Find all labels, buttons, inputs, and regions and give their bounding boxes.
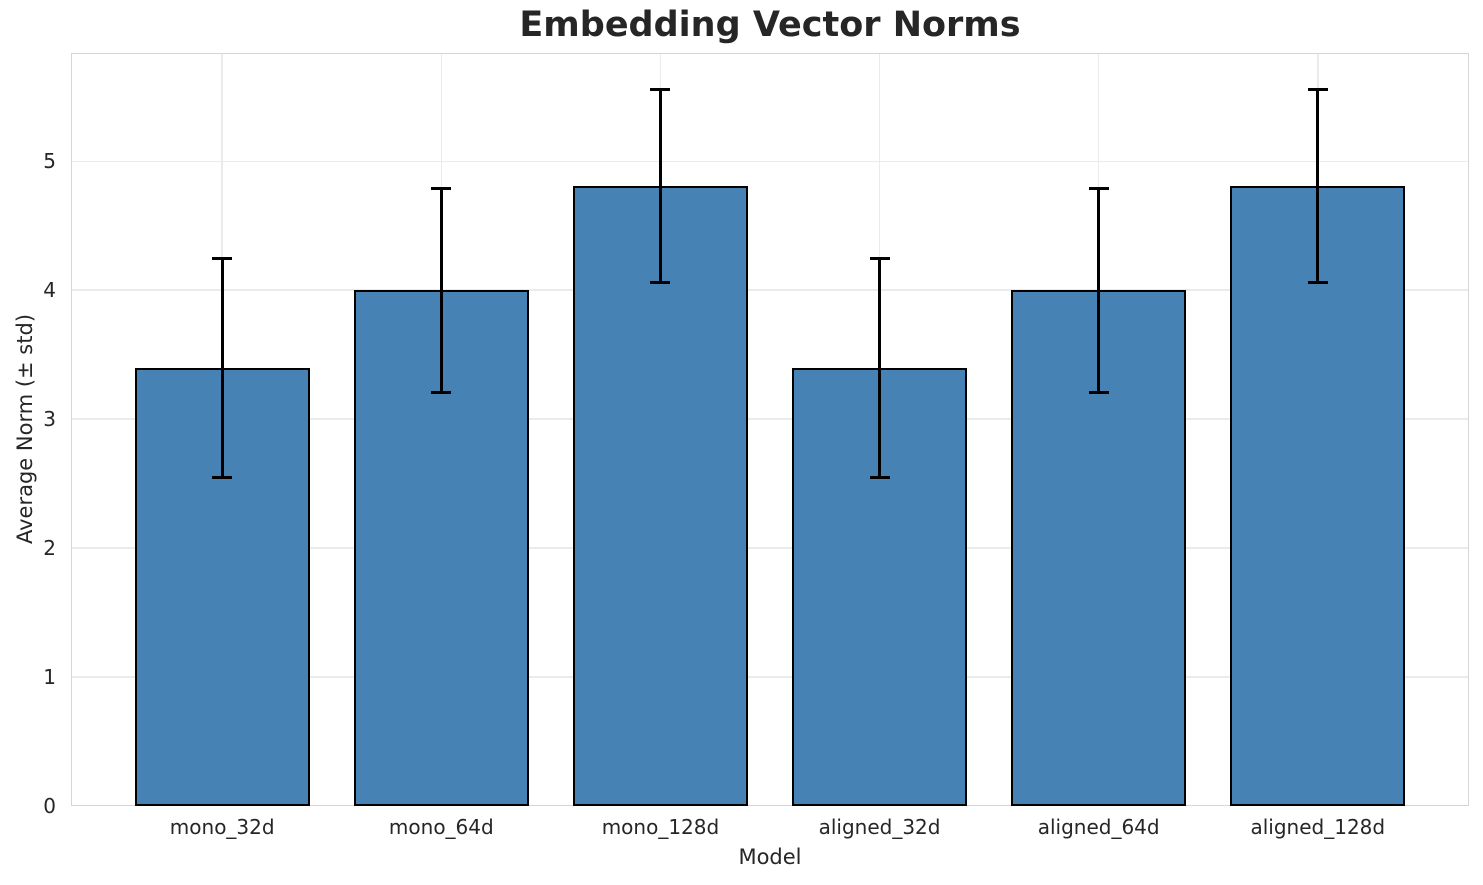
error-cap-top-mono_64d: [431, 186, 452, 190]
error-cap-bottom-mono_64d: [431, 390, 452, 394]
y-tick-label-3: 3: [43, 407, 56, 432]
error-cap-top-aligned_32d: [869, 256, 890, 260]
y-tick-label-1: 1: [43, 665, 56, 690]
error-cap-bottom-aligned_128d: [1307, 281, 1328, 284]
gridline-y-1: [71, 676, 1469, 678]
gridline-y-4: [71, 289, 1469, 291]
error-bar-aligned_64d: [1097, 188, 1101, 393]
bar-aligned_128d: [1230, 185, 1406, 806]
gridline-y-2: [71, 547, 1469, 549]
y-tick-label-4: 4: [43, 278, 56, 303]
error-cap-top-mono_128d: [650, 87, 671, 91]
error-cap-bottom-aligned_32d: [869, 475, 890, 479]
x-tick-label-mono_32d: mono_32d: [169, 815, 275, 839]
error-bar-aligned_128d: [1316, 89, 1320, 283]
x-tick-label-aligned_64d: aligned_64d: [1037, 815, 1160, 839]
error-bar-mono_64d: [439, 188, 443, 393]
error-cap-top-aligned_128d: [1307, 87, 1328, 91]
error-bar-aligned_32d: [878, 258, 882, 478]
gridline-y-5: [71, 160, 1469, 163]
plot-area: [71, 53, 1469, 806]
error-bar-mono_32d: [220, 258, 224, 478]
y-tick-label-0: 0: [43, 794, 56, 818]
gridline-y-3: [71, 418, 1469, 420]
y-tick-label-5: 5: [43, 149, 56, 174]
error-cap-bottom-mono_128d: [650, 281, 671, 284]
y-tick-label-2: 2: [43, 536, 56, 561]
error-cap-bottom-mono_32d: [212, 475, 233, 479]
x-tick-label-aligned_32d: aligned_32d: [818, 815, 941, 839]
chart-title: Embedding Vector Norms: [519, 5, 1021, 45]
bar-mono_128d: [572, 185, 749, 806]
error-cap-top-aligned_64d: [1088, 186, 1109, 190]
error-bar-mono_128d: [658, 89, 662, 283]
x-tick-label-mono_128d: mono_128d: [601, 815, 720, 839]
x-axis-label: Model: [738, 845, 802, 869]
error-cap-bottom-aligned_64d: [1088, 390, 1109, 394]
error-cap-top-mono_32d: [212, 256, 233, 260]
x-tick-label-aligned_128d: aligned_128d: [1250, 815, 1386, 839]
x-tick-label-mono_64d: mono_64d: [388, 815, 494, 839]
